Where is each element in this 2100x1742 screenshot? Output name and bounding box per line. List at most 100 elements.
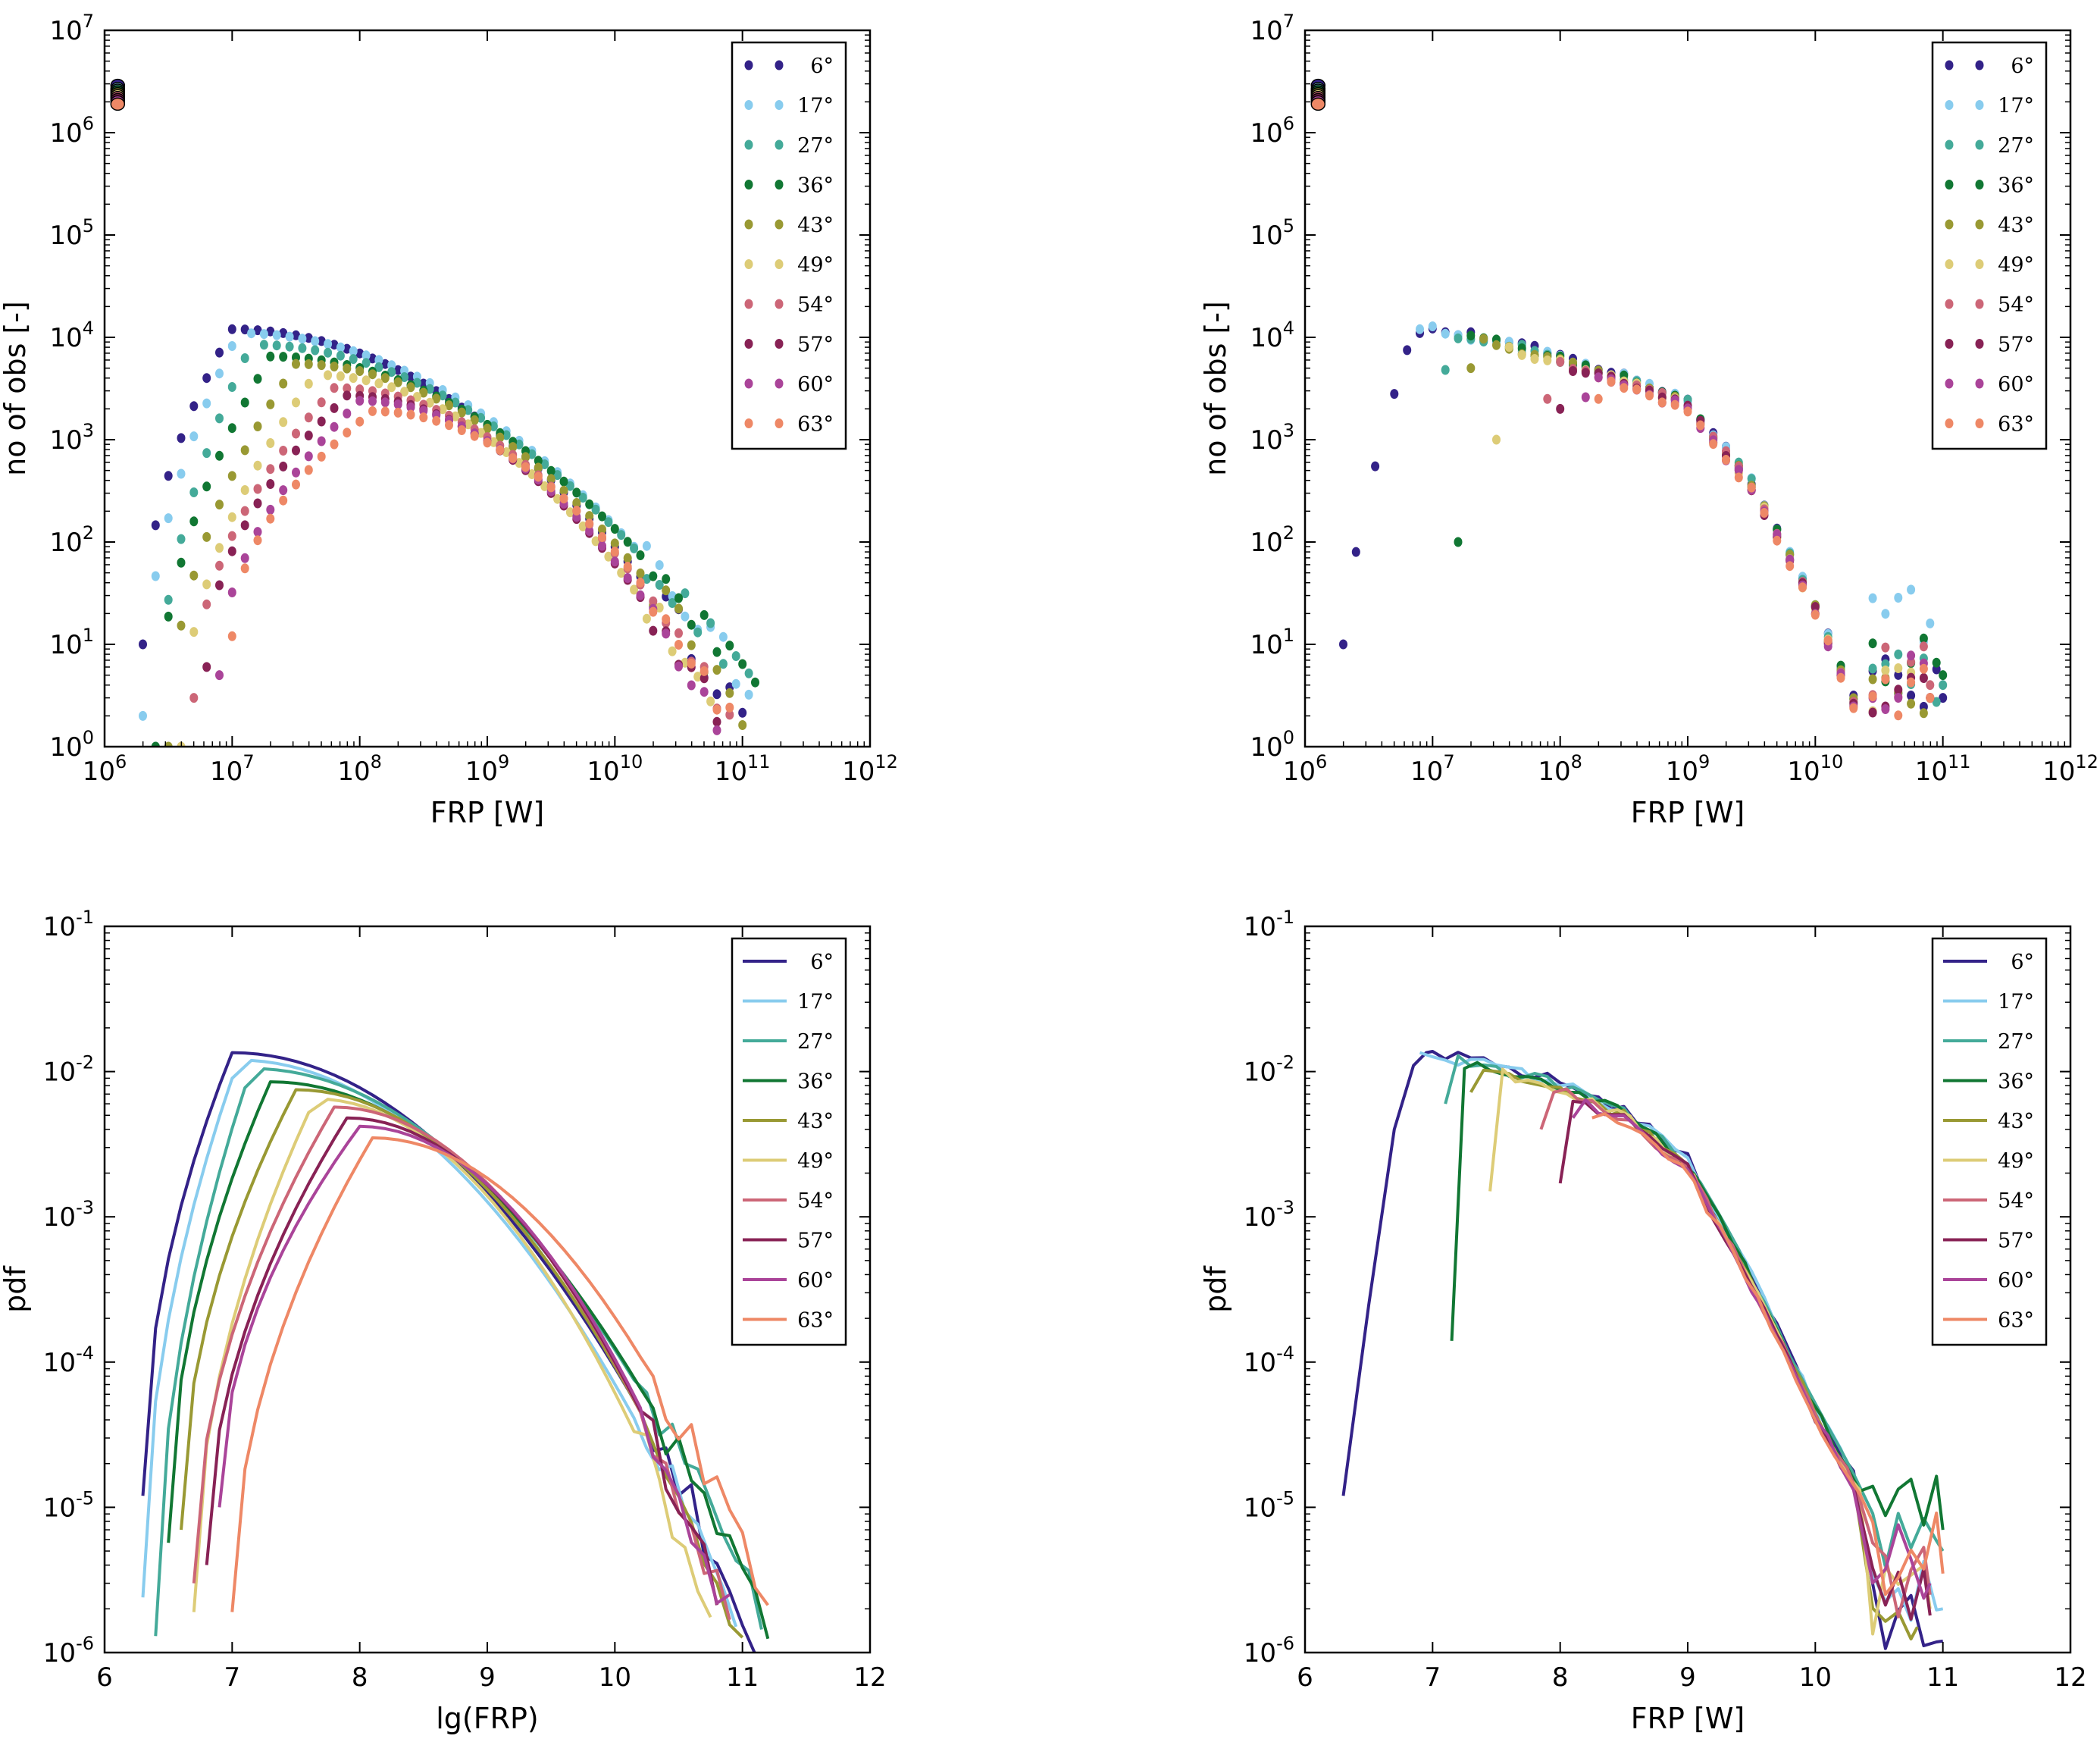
series-63° [227, 406, 734, 715]
data-point [164, 741, 173, 747]
y-tick-label: 10-5 [1244, 1487, 1294, 1523]
data-point [1849, 703, 1858, 713]
data-point [139, 710, 147, 721]
data-point [1773, 535, 1782, 546]
data-point [311, 336, 320, 346]
legend-marker [1945, 418, 1954, 428]
data-point [572, 498, 581, 508]
data-point [610, 538, 619, 549]
data-point [578, 521, 587, 531]
data-point [177, 557, 186, 568]
data-point [636, 590, 645, 600]
data-point [330, 403, 339, 413]
data-point [489, 437, 498, 447]
data-point [1657, 397, 1667, 408]
data-point [349, 354, 358, 365]
data-point [649, 625, 658, 636]
data-point [1907, 698, 1916, 709]
data-point [1894, 649, 1903, 660]
data-point [285, 331, 294, 342]
data-point [227, 341, 236, 351]
data-point [527, 469, 537, 479]
y-tick-base: 10 [1244, 1638, 1276, 1668]
x-tick-label: 12 [2054, 1662, 2086, 1693]
data-point [546, 474, 556, 484]
data-point [585, 511, 594, 522]
plot-area [141, 1051, 770, 1653]
legend-label: 43° [797, 214, 834, 237]
x-tick-label: 109 [1666, 751, 1710, 787]
legend-marker [744, 299, 753, 309]
data-point [189, 487, 199, 497]
x-tick-base: 11 [726, 1662, 759, 1693]
legend-marker [1975, 299, 1984, 309]
data-point [1556, 403, 1565, 414]
data-point [1581, 392, 1590, 403]
y-tick-base: 10 [1250, 118, 1282, 149]
legend-label: 27° [1998, 1030, 2034, 1054]
data-point [1466, 363, 1476, 374]
x-tick-base: 10 [1666, 757, 1698, 787]
x-tick-label: 106 [83, 751, 127, 787]
data-point [1785, 561, 1795, 572]
series-63° [1594, 376, 1935, 721]
y-axis-label: no of obs [-] [0, 301, 32, 476]
data-point [279, 352, 288, 362]
data-point [330, 439, 339, 450]
legend-marker [775, 418, 784, 428]
legend-marker [775, 139, 784, 150]
data-point [534, 456, 543, 466]
legend-label: 36° [797, 174, 834, 198]
data-point [1919, 708, 1928, 719]
data-point [164, 513, 173, 524]
data-point [177, 468, 186, 479]
data-point [240, 445, 249, 456]
x-tick-base: 10 [842, 757, 875, 787]
legend-marker [744, 418, 753, 428]
y-tick-label: 106 [1250, 113, 1294, 149]
data-point [1390, 389, 1399, 399]
legend-label: 49° [797, 254, 834, 277]
data-point [725, 710, 734, 720]
data-point [477, 412, 486, 423]
legend-marker [1975, 139, 1984, 150]
data-point [317, 436, 326, 446]
outlier-point [110, 97, 126, 111]
legend-label: 36° [797, 1070, 834, 1094]
legend-label: 57° [1998, 1230, 2034, 1253]
data-point [1517, 349, 1526, 360]
x-tick-label: 9 [1679, 1662, 1696, 1693]
data-point [400, 387, 409, 397]
data-point [368, 369, 377, 380]
data-point [515, 458, 524, 468]
data-point [215, 450, 224, 461]
y-tick-label: 10-1 [1244, 907, 1294, 942]
legend-label: 36° [1998, 174, 2034, 198]
panel-pdf_left: 6 7 8 9 10 11 1210-610-510-410-310-210-1lg(FRP… [0, 907, 887, 1735]
data-point [598, 511, 606, 522]
data-point [215, 413, 224, 424]
legend-marker [1945, 60, 1954, 70]
x-tick-label: 9 [479, 1662, 496, 1693]
y-tick-base: 10 [1250, 16, 1282, 46]
y-tick-label: 103 [1250, 420, 1294, 456]
legend-label: 27° [797, 1030, 834, 1054]
data-point [585, 499, 594, 509]
data-point [1479, 334, 1488, 344]
y-tick-label: 10-5 [43, 1487, 94, 1523]
y-tick-label: 104 [49, 318, 94, 353]
series-line-36° [1450, 1061, 1945, 1531]
data-point [1926, 680, 1935, 691]
data-point [349, 346, 358, 356]
data-point [406, 371, 415, 382]
data-point [317, 336, 326, 346]
y-tick-exponent: 6 [1283, 113, 1294, 134]
x-tick-base: 7 [1425, 1662, 1441, 1693]
data-point [406, 409, 415, 420]
data-point [330, 362, 339, 371]
data-point [751, 677, 759, 688]
x-tick-label: 1010 [1787, 751, 1843, 787]
y-tick-label: 10-3 [43, 1197, 94, 1233]
data-point [731, 678, 740, 689]
legend-label: 27° [797, 134, 834, 158]
